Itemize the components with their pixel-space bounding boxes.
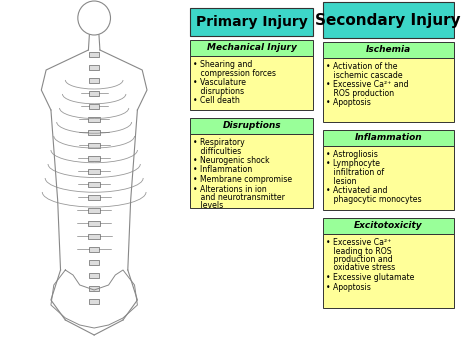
- Text: • Respiratory: • Respiratory: [193, 138, 245, 147]
- Text: • Vasculature: • Vasculature: [193, 78, 246, 87]
- FancyBboxPatch shape: [88, 156, 100, 161]
- Text: lesion: lesion: [326, 176, 356, 185]
- Text: Mechanical Injury: Mechanical Injury: [207, 43, 297, 53]
- FancyBboxPatch shape: [88, 130, 100, 135]
- FancyBboxPatch shape: [88, 221, 100, 226]
- FancyBboxPatch shape: [88, 234, 100, 239]
- FancyBboxPatch shape: [90, 247, 99, 252]
- Text: Secondary Injury: Secondary Injury: [315, 13, 461, 27]
- FancyBboxPatch shape: [88, 169, 100, 174]
- FancyBboxPatch shape: [190, 8, 313, 36]
- FancyBboxPatch shape: [323, 130, 454, 146]
- FancyBboxPatch shape: [90, 286, 99, 291]
- Text: infiltration of: infiltration of: [326, 168, 384, 177]
- FancyBboxPatch shape: [0, 0, 187, 342]
- Text: Excitotoxicity: Excitotoxicity: [354, 222, 422, 231]
- Text: • Membrane compromise: • Membrane compromise: [193, 175, 292, 184]
- Text: disruptions: disruptions: [193, 87, 244, 95]
- Text: levels: levels: [193, 201, 223, 210]
- Text: oxidative stress: oxidative stress: [326, 263, 395, 273]
- FancyBboxPatch shape: [323, 146, 454, 210]
- FancyBboxPatch shape: [90, 260, 99, 265]
- Text: • Excessive Ca²⁺: • Excessive Ca²⁺: [326, 238, 391, 247]
- Text: Ischemia: Ischemia: [365, 45, 411, 54]
- Text: compression forces: compression forces: [193, 68, 276, 78]
- FancyBboxPatch shape: [90, 273, 99, 278]
- Text: ischemic cascade: ischemic cascade: [326, 70, 402, 79]
- Text: • Neurogenic shock: • Neurogenic shock: [193, 156, 270, 165]
- Text: • Astrogliosis: • Astrogliosis: [326, 150, 378, 159]
- FancyBboxPatch shape: [90, 52, 99, 57]
- Text: Primary Injury: Primary Injury: [196, 15, 308, 29]
- Text: production and: production and: [326, 255, 392, 264]
- FancyBboxPatch shape: [323, 42, 454, 58]
- FancyBboxPatch shape: [90, 104, 99, 109]
- Text: and neurotransmitter: and neurotransmitter: [193, 193, 285, 202]
- FancyBboxPatch shape: [323, 2, 454, 38]
- FancyBboxPatch shape: [90, 78, 99, 83]
- Text: • Excessive Ca²⁺ and: • Excessive Ca²⁺ and: [326, 80, 408, 89]
- FancyBboxPatch shape: [190, 118, 313, 134]
- FancyBboxPatch shape: [190, 40, 313, 56]
- FancyBboxPatch shape: [190, 56, 313, 110]
- Text: • Apoptosis: • Apoptosis: [326, 282, 371, 291]
- Text: • Apoptosis: • Apoptosis: [326, 98, 371, 107]
- FancyBboxPatch shape: [88, 195, 100, 200]
- Text: • Alterations in ion: • Alterations in ion: [193, 184, 267, 194]
- FancyBboxPatch shape: [323, 234, 454, 308]
- FancyBboxPatch shape: [323, 218, 454, 234]
- FancyBboxPatch shape: [88, 208, 100, 213]
- Text: • Cell death: • Cell death: [193, 96, 240, 105]
- Text: • Excessive glutamate: • Excessive glutamate: [326, 273, 414, 282]
- FancyBboxPatch shape: [323, 58, 454, 122]
- Text: • Lymphocyte: • Lymphocyte: [326, 159, 380, 169]
- FancyBboxPatch shape: [88, 143, 100, 148]
- FancyBboxPatch shape: [90, 65, 99, 70]
- Text: Disruptions: Disruptions: [222, 121, 281, 131]
- FancyBboxPatch shape: [190, 134, 313, 208]
- Text: • Shearing and: • Shearing and: [193, 60, 253, 69]
- FancyBboxPatch shape: [90, 91, 99, 96]
- Text: phagocytic monocytes: phagocytic monocytes: [326, 195, 421, 203]
- Text: • Activated and: • Activated and: [326, 186, 387, 195]
- FancyBboxPatch shape: [88, 182, 100, 187]
- FancyBboxPatch shape: [88, 117, 100, 122]
- FancyBboxPatch shape: [90, 299, 99, 304]
- Text: difficulties: difficulties: [193, 146, 241, 156]
- Text: ROS production: ROS production: [326, 89, 394, 97]
- Text: • Inflammation: • Inflammation: [193, 166, 252, 174]
- Text: leading to ROS: leading to ROS: [326, 247, 392, 255]
- Text: Inflammation: Inflammation: [355, 133, 422, 143]
- Text: • Activation of the: • Activation of the: [326, 62, 397, 71]
